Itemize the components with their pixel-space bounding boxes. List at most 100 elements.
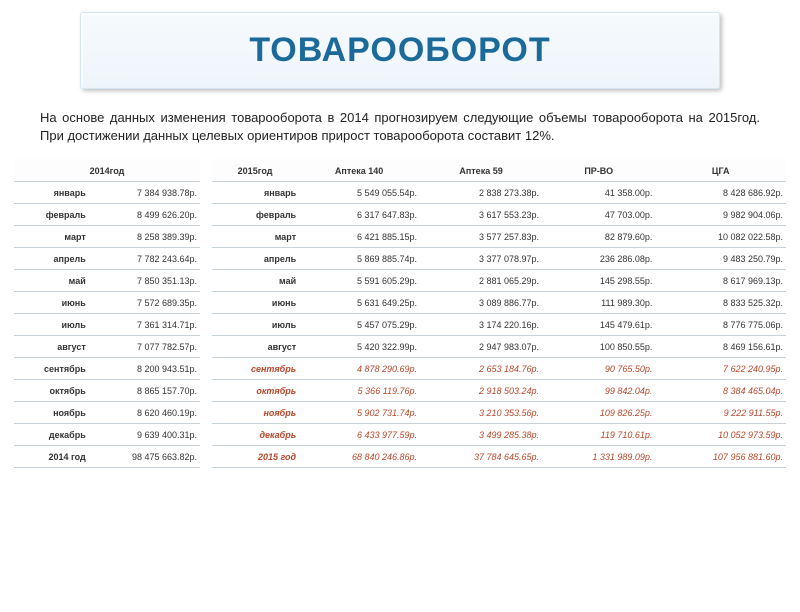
month-cell: январь bbox=[212, 181, 298, 203]
value-cell: 8 776 775.06р. bbox=[655, 313, 786, 335]
month-cell: апрель bbox=[212, 247, 298, 269]
total-value: 98 475 663.82р. bbox=[88, 445, 200, 467]
month-cell: март bbox=[212, 225, 298, 247]
month-cell: ноябрь bbox=[212, 401, 298, 423]
value-cell: 8 258 389.39р. bbox=[88, 225, 200, 247]
month-cell: июнь bbox=[212, 291, 298, 313]
month-cell: август bbox=[212, 335, 298, 357]
month-cell: июль bbox=[212, 313, 298, 335]
value-cell: 8 428 686.92р. bbox=[655, 181, 786, 203]
value-cell: 4 878 290.69р. bbox=[298, 357, 420, 379]
table-row: ноябрь8 620 460.19р. bbox=[14, 401, 200, 423]
value-cell: 99 842.04р. bbox=[542, 379, 655, 401]
value-cell: 6 433 977.59р. bbox=[298, 423, 420, 445]
month-cell: август bbox=[14, 335, 88, 357]
table-row: апрель7 782 243.64р. bbox=[14, 247, 200, 269]
table-2014: 2014год январь7 384 938.78р.февраль8 499… bbox=[14, 159, 200, 468]
table-row: ноябрь5 902 731.74р.3 210 353.56р.109 82… bbox=[212, 401, 786, 423]
value-cell: 47 703.00р. bbox=[542, 203, 655, 225]
total-label: 2014 год bbox=[14, 445, 88, 467]
month-cell: февраль bbox=[212, 203, 298, 225]
table-row: март8 258 389.39р. bbox=[14, 225, 200, 247]
value-cell: 7 782 243.64р. bbox=[88, 247, 200, 269]
value-cell: 236 286.08р. bbox=[542, 247, 655, 269]
table-row: июль7 361 314.71р. bbox=[14, 313, 200, 335]
value-cell: 68 840 246.86р. bbox=[298, 445, 420, 467]
column-header: Аптека 59 bbox=[420, 159, 542, 181]
column-header: ЦГА bbox=[655, 159, 786, 181]
value-cell: 3 210 353.56р. bbox=[420, 401, 542, 423]
table-row: март6 421 885.15р.3 577 257.83р.82 879.6… bbox=[212, 225, 786, 247]
table-row: июль5 457 075.29р.3 174 220.16р.145 479.… bbox=[212, 313, 786, 335]
table-row: июнь5 631 649.25р.3 089 886.77р.111 989.… bbox=[212, 291, 786, 313]
value-cell: 8 833 525.32р. bbox=[655, 291, 786, 313]
value-cell: 2 653 184.76р. bbox=[420, 357, 542, 379]
month-cell: сентябрь bbox=[212, 357, 298, 379]
value-cell: 8 620 460.19р. bbox=[88, 401, 200, 423]
total-row: 2014 год98 475 663.82р. bbox=[14, 445, 200, 467]
value-cell: 7 850 351.13р. bbox=[88, 269, 200, 291]
value-cell: 3 377 078.97р. bbox=[420, 247, 542, 269]
month-cell: март bbox=[14, 225, 88, 247]
value-cell: 109 826.25р. bbox=[542, 401, 655, 423]
value-cell: 107 956 881.60р. bbox=[655, 445, 786, 467]
value-cell: 5 457 075.29р. bbox=[298, 313, 420, 335]
value-cell: 7 384 938.78р. bbox=[88, 181, 200, 203]
value-cell: 111 989.30р. bbox=[542, 291, 655, 313]
value-cell: 10 082 022.58р. bbox=[655, 225, 786, 247]
table-2015: 2015годАптека 140Аптека 59ПР-ВОЦГА январ… bbox=[212, 159, 786, 468]
value-cell: 6 317 647.83р. bbox=[298, 203, 420, 225]
value-cell: 7 572 689.35р. bbox=[88, 291, 200, 313]
value-cell: 2 947 983.07р. bbox=[420, 335, 542, 357]
value-cell: 7 622 240.95р. bbox=[655, 357, 786, 379]
value-cell: 2 881 065.29р. bbox=[420, 269, 542, 291]
header-2014: 2014год bbox=[14, 159, 200, 181]
value-cell: 2 918 503.24р. bbox=[420, 379, 542, 401]
value-cell: 9 982 904.06р. bbox=[655, 203, 786, 225]
column-header: Аптека 140 bbox=[298, 159, 420, 181]
value-cell: 119 710.61р. bbox=[542, 423, 655, 445]
table-row: июнь7 572 689.35р. bbox=[14, 291, 200, 313]
month-cell: апрель bbox=[14, 247, 88, 269]
table-row: сентябрь4 878 290.69р.2 653 184.76р.90 7… bbox=[212, 357, 786, 379]
value-cell: 3 617 553.23р. bbox=[420, 203, 542, 225]
value-cell: 8 200 943.51р. bbox=[88, 357, 200, 379]
table-row: октябрь5 366 119.76р.2 918 503.24р.99 84… bbox=[212, 379, 786, 401]
column-header: 2015год bbox=[212, 159, 298, 181]
month-cell: май bbox=[14, 269, 88, 291]
value-cell: 8 865 157.70р. bbox=[88, 379, 200, 401]
page-title: ТОВАРООБОРОТ bbox=[91, 31, 709, 70]
value-cell: 8 617 969.13р. bbox=[655, 269, 786, 291]
month-cell: сентябрь bbox=[14, 357, 88, 379]
value-cell: 9 639 400.31р. bbox=[88, 423, 200, 445]
table-row: август5 420 322.99р.2 947 983.07р.100 85… bbox=[212, 335, 786, 357]
table-row: февраль8 499 626.20р. bbox=[14, 203, 200, 225]
table-row: май7 850 351.13р. bbox=[14, 269, 200, 291]
month-cell: декабрь bbox=[14, 423, 88, 445]
value-cell: 37 784 645.65р. bbox=[420, 445, 542, 467]
value-cell: 6 421 885.15р. bbox=[298, 225, 420, 247]
table-row: декабрь9 639 400.31р. bbox=[14, 423, 200, 445]
value-cell: 8 499 626.20р. bbox=[88, 203, 200, 225]
table-row: май5 591 605.29р.2 881 065.29р.145 298.5… bbox=[212, 269, 786, 291]
value-cell: 7 077 782.57р. bbox=[88, 335, 200, 357]
month-cell: июнь bbox=[14, 291, 88, 313]
value-cell: 5 549 055.54р. bbox=[298, 181, 420, 203]
value-cell: 1 331 989.09р. bbox=[542, 445, 655, 467]
value-cell: 10 052 973.59р. bbox=[655, 423, 786, 445]
table-row: январь5 549 055.54р.2 838 273.38р.41 358… bbox=[212, 181, 786, 203]
month-cell: июль bbox=[14, 313, 88, 335]
value-cell: 3 089 886.77р. bbox=[420, 291, 542, 313]
month-cell: декабрь bbox=[212, 423, 298, 445]
title-card: ТОВАРООБОРОТ bbox=[80, 12, 720, 89]
month-cell: май bbox=[212, 269, 298, 291]
month-cell: октябрь bbox=[14, 379, 88, 401]
value-cell: 145 298.55р. bbox=[542, 269, 655, 291]
table-row: апрель5 869 885.74р.3 377 078.97р.236 28… bbox=[212, 247, 786, 269]
tables-container: 2014год январь7 384 938.78р.февраль8 499… bbox=[0, 159, 800, 468]
total-row: 2015 год68 840 246.86р.37 784 645.65р.1 … bbox=[212, 445, 786, 467]
value-cell: 7 361 314.71р. bbox=[88, 313, 200, 335]
month-cell: октябрь bbox=[212, 379, 298, 401]
value-cell: 3 499 285.38р. bbox=[420, 423, 542, 445]
table-row: октябрь8 865 157.70р. bbox=[14, 379, 200, 401]
